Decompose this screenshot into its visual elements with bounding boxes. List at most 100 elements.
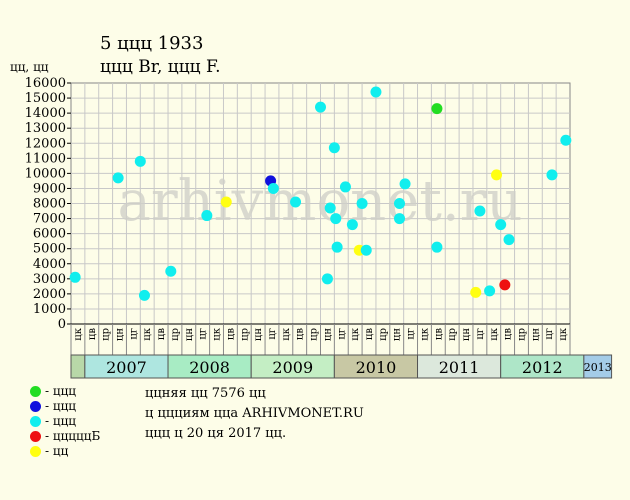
month-label: цн	[461, 328, 472, 341]
data-point	[220, 196, 232, 208]
month-label: цн	[115, 328, 126, 341]
data-point	[346, 219, 358, 231]
data-point	[431, 103, 443, 115]
year-cell	[583, 354, 613, 379]
legend-item: - ццц	[30, 399, 100, 414]
legend-swatch	[30, 446, 41, 457]
month-label: цн	[253, 328, 264, 341]
month-label: цг	[128, 328, 139, 340]
legend: - ццц - ццц - ццц - цццццБ - цц	[30, 384, 100, 459]
month-label: цв	[433, 328, 444, 340]
data-point	[331, 241, 343, 253]
y-tick-label: 1000	[33, 302, 66, 317]
month-label: цг	[475, 328, 486, 340]
data-point	[138, 289, 150, 301]
data-point	[370, 86, 382, 98]
data-point	[499, 279, 511, 291]
data-point	[431, 241, 443, 253]
y-tick-label: 8000	[33, 197, 66, 212]
data-point	[503, 234, 515, 246]
y-tick-label: 2000	[33, 287, 66, 302]
year-bar: 2007 2008 2009 2010 2011 2012 2013	[70, 354, 613, 379]
data-point	[394, 213, 406, 225]
data-point	[267, 182, 279, 194]
year-label: 2009	[272, 358, 313, 377]
month-label: цг	[267, 328, 278, 340]
data-point	[474, 205, 486, 217]
month-label: цр	[516, 328, 527, 341]
legend-item: - цц	[30, 444, 100, 459]
legend-item: - ццц	[30, 384, 100, 399]
month-label: цк	[212, 327, 223, 340]
data-point	[495, 219, 507, 231]
y-tick-label: 6000	[33, 227, 66, 242]
data-point	[315, 101, 326, 113]
y-tick-label: 14000	[25, 106, 66, 121]
month-label: цн	[530, 328, 541, 341]
data-point	[330, 213, 342, 225]
y-tick-label: 16000	[25, 76, 66, 91]
legend-label: - ццц	[45, 384, 77, 398]
month-label: цк	[281, 327, 292, 340]
y-tick-labels: 0100020003000400050006000700080009000100…	[25, 76, 71, 332]
month-label: цр	[239, 328, 250, 341]
y-tick-label: 13000	[25, 121, 66, 136]
data-points	[69, 86, 572, 301]
y-tick-label: 7000	[33, 212, 66, 227]
month-label: цк	[489, 327, 500, 340]
data-point	[356, 198, 368, 209]
data-point	[112, 172, 124, 184]
data-point	[484, 285, 496, 297]
legend-swatch	[30, 416, 41, 427]
month-label: цк	[419, 327, 430, 340]
legend-label: - ццц	[45, 399, 77, 413]
chart-subtitle: ццц Br, ццц F.	[100, 57, 221, 77]
legend-swatch	[30, 386, 41, 397]
month-label: цг	[544, 328, 555, 340]
y-tick-label: 12000	[25, 136, 66, 151]
data-point	[201, 210, 213, 222]
month-label: цр	[447, 328, 458, 341]
year-label: 2007	[106, 358, 147, 377]
data-point	[470, 286, 482, 298]
month-label: цв	[225, 328, 236, 340]
legend-label: - цц	[45, 444, 69, 458]
month-label: цк	[558, 327, 569, 340]
data-point	[69, 271, 81, 283]
chart-area: arhivmonet.ru 01000200030004000500060007…	[25, 76, 613, 379]
month-label: цк	[142, 327, 153, 340]
note-source: ц ццциям ццa ARHIVMONET.RU	[145, 406, 364, 421]
year-cell	[70, 354, 86, 379]
data-point	[394, 198, 406, 209]
month-label: цн	[322, 328, 333, 341]
legend-item: - цццццБ	[30, 429, 100, 444]
data-point	[360, 244, 372, 256]
month-label: цг	[406, 328, 417, 340]
grid	[70, 82, 571, 325]
data-point	[339, 181, 351, 193]
data-point	[546, 169, 558, 181]
data-point	[324, 202, 336, 214]
month-label: цв	[156, 328, 167, 340]
year-label: 2012	[522, 358, 563, 377]
month-label: цг	[198, 328, 209, 340]
legend-label: - ццц	[45, 414, 77, 428]
month-label: цр	[309, 328, 320, 341]
month-label: цр	[101, 328, 112, 341]
note-date: ццц ц 20 ця 2017 цц.	[145, 426, 287, 441]
legend-swatch	[30, 431, 41, 442]
year-label: 2013	[584, 361, 612, 374]
data-point	[399, 178, 411, 190]
month-label: цв	[87, 328, 98, 340]
month-label: цн	[392, 328, 403, 341]
month-label: цк	[350, 327, 361, 340]
year-label: 2011	[439, 358, 480, 377]
note-last-price: ццняя цц 7576 цц	[145, 386, 266, 401]
y-tick-label: 4000	[33, 257, 66, 272]
y-tick-label: 0	[58, 317, 66, 332]
month-label: цк	[73, 327, 84, 340]
legend-label: - цццццБ	[45, 429, 101, 443]
year-label: 2008	[189, 358, 230, 377]
data-point	[165, 265, 177, 277]
month-label: цр	[378, 328, 389, 341]
